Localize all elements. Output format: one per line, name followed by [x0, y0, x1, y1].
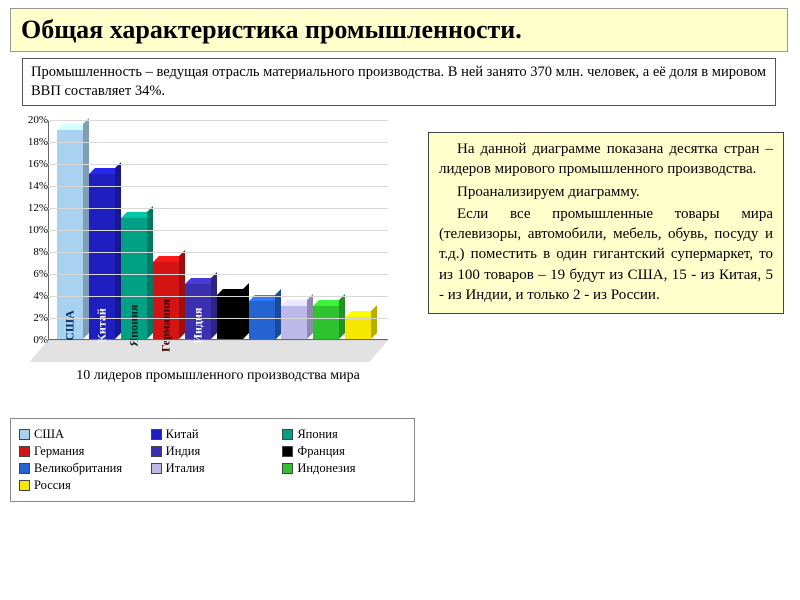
legend-swatch	[19, 446, 30, 457]
bar	[217, 295, 243, 339]
y-tick-label: 16%	[12, 158, 48, 170]
legend-label: Франция	[297, 444, 345, 459]
grid-line	[48, 296, 388, 297]
legend-label: Италия	[166, 461, 205, 476]
legend-item: Россия	[19, 478, 143, 493]
legend-item: Япония	[282, 427, 406, 442]
grid-line	[48, 164, 388, 165]
bar: Япония	[121, 218, 147, 339]
legend-item: Индия	[151, 444, 275, 459]
legend-label: Китай	[166, 427, 199, 442]
y-tick-label: 2%	[12, 312, 48, 324]
legend-item: Великобритания	[19, 461, 143, 476]
bar	[281, 306, 307, 339]
chart-legend: США Китай Япония Германия Индия Франция Велико…	[10, 418, 415, 502]
legend-item	[282, 478, 406, 493]
legend-swatch	[151, 446, 162, 457]
bar: Индия	[185, 284, 211, 339]
grid-line	[48, 318, 388, 319]
chart-title: 10 лидеров промышленного производства ми…	[48, 368, 388, 384]
legend-item: Германия	[19, 444, 143, 459]
grid-line	[48, 230, 388, 231]
legend-item: Италия	[151, 461, 275, 476]
bar-label: США	[63, 310, 78, 341]
legend-label: Германия	[34, 444, 84, 459]
grid-line	[48, 274, 388, 275]
legend-item: Франция	[282, 444, 406, 459]
bar-label: Германия	[159, 299, 174, 352]
bar: США	[57, 130, 83, 339]
legend-swatch	[282, 446, 293, 457]
legend-label: Великобритания	[34, 461, 122, 476]
bar-chart: 0%2%4%6%8%10%12%14%16%18%20% СШАКитайЯпо…	[10, 120, 410, 410]
bar-label: Китай	[95, 308, 110, 343]
y-tick-label: 0%	[12, 334, 48, 346]
legend-label: Индонезия	[297, 461, 355, 476]
bar: Китай	[89, 174, 115, 339]
legend-swatch	[282, 463, 293, 474]
legend-swatch	[282, 429, 293, 440]
info-panel: На данной диаграмме показана десятка стр…	[428, 132, 784, 314]
bar	[313, 306, 339, 339]
y-tick-label: 14%	[12, 180, 48, 192]
legend-label: Россия	[34, 478, 71, 493]
y-axis: 0%2%4%6%8%10%12%14%16%18%20%	[10, 120, 48, 340]
grid-line	[48, 208, 388, 209]
y-tick-label: 20%	[12, 114, 48, 126]
bar	[345, 317, 371, 339]
grid-line	[48, 186, 388, 187]
y-tick-label: 18%	[12, 136, 48, 148]
grid-line	[48, 252, 388, 253]
y-tick-label: 12%	[12, 202, 48, 214]
y-tick-label: 8%	[12, 246, 48, 258]
legend-label: Япония	[297, 427, 337, 442]
grid-line	[48, 120, 388, 121]
legend-label: США	[34, 427, 64, 442]
legend-swatch	[151, 429, 162, 440]
bar	[249, 301, 275, 340]
intro-text: Промышленность – ведущая отрасль материа…	[22, 58, 776, 106]
bar-label: Индия	[191, 308, 206, 344]
page-title: Общая характеристика промышленности.	[10, 8, 788, 52]
y-tick-label: 6%	[12, 268, 48, 280]
legend-swatch	[19, 429, 30, 440]
grid-line	[48, 340, 388, 341]
legend-swatch	[19, 480, 30, 491]
legend-item: США	[19, 427, 143, 442]
legend-item: Индонезия	[282, 461, 406, 476]
info-paragraph: Проанализируем диаграмму.	[439, 182, 773, 202]
legend-swatch	[19, 463, 30, 474]
y-tick-label: 10%	[12, 224, 48, 236]
chart-floor	[30, 340, 388, 362]
legend-label: Индия	[166, 444, 201, 459]
info-paragraph: На данной диаграмме показана десятка стр…	[439, 139, 773, 180]
y-tick-label: 4%	[12, 290, 48, 302]
legend-swatch	[151, 463, 162, 474]
legend-item	[151, 478, 275, 493]
legend-item: Китай	[151, 427, 275, 442]
grid-line	[48, 142, 388, 143]
info-paragraph: Если все промышленные товары мира (телев…	[439, 204, 773, 305]
